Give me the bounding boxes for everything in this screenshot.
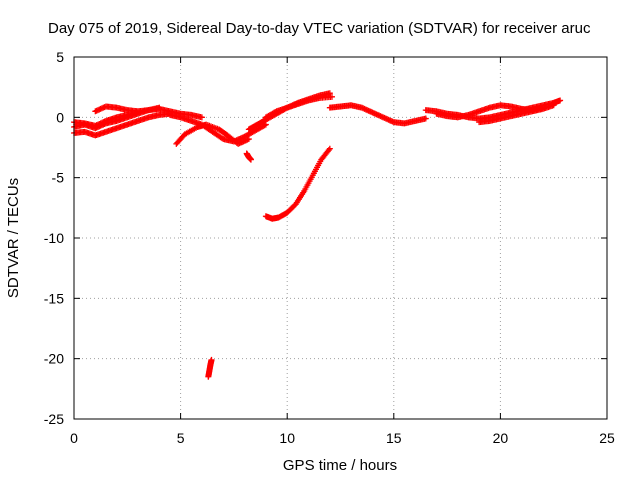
series-arc-h — [262, 93, 335, 121]
series-arc-f — [173, 121, 252, 147]
data-point — [245, 136, 252, 143]
data-point — [198, 114, 205, 121]
series-arc-i — [243, 150, 254, 163]
data-point — [328, 93, 335, 100]
data-points — [71, 90, 564, 380]
series-arc-l — [326, 102, 429, 127]
y-tick-label: -15 — [44, 290, 64, 306]
x-tick-label: 5 — [177, 430, 185, 446]
y-tick-label: -20 — [44, 351, 64, 367]
series-arc-c — [71, 109, 141, 129]
y-tick-label: 0 — [56, 109, 64, 125]
x-tick-label: 0 — [70, 430, 78, 446]
axis-ticks: 0 5 10 15 20 25 5 0 -5 -10 -15 -20 -25 — [44, 49, 615, 446]
x-axis-label: GPS time / hours — [283, 457, 397, 474]
y-tick-label: 5 — [56, 49, 64, 65]
x-tick-label: 10 — [279, 430, 295, 446]
series-arc-k — [205, 356, 215, 380]
x-tick-label: 15 — [386, 430, 402, 446]
data-point — [272, 109, 279, 116]
series-arc-o — [476, 102, 557, 126]
data-point — [557, 97, 564, 104]
data-point — [247, 156, 254, 163]
x-tick-label: 25 — [599, 430, 615, 446]
series-arc-b — [71, 110, 173, 139]
y-tick-label: -10 — [44, 230, 64, 246]
y-tick-label: -25 — [44, 411, 64, 427]
data-point — [208, 356, 215, 363]
data-point — [326, 145, 333, 152]
series-arc-d — [92, 103, 205, 121]
chart-title: Day 075 of 2019, Sidereal Day-to-day VTE… — [48, 20, 591, 37]
data-point — [218, 135, 225, 142]
y-axis-label: SDTVAR / TECUs — [5, 178, 22, 298]
x-tick-label: 20 — [493, 430, 509, 446]
data-point — [422, 115, 429, 122]
data-point — [550, 102, 557, 109]
y-tick-label: -5 — [52, 170, 65, 186]
series-arc-j — [262, 145, 333, 222]
